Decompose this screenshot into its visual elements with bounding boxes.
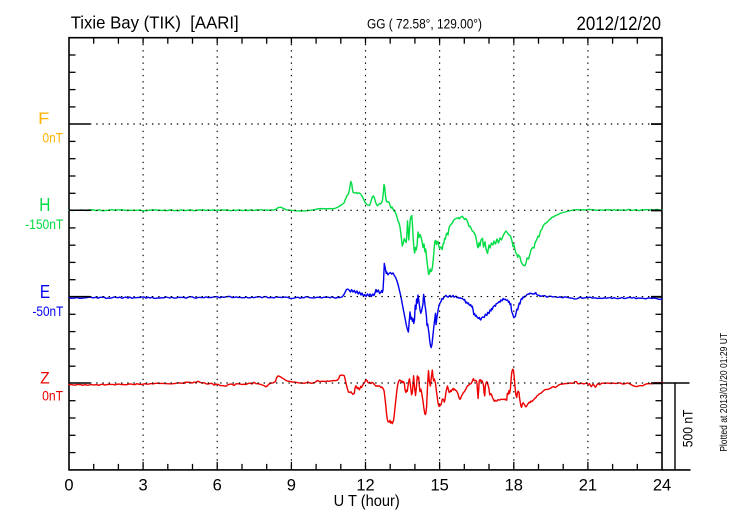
svg-text:Z: Z [40,369,50,388]
svg-text:U T (hour): U T (hour) [334,493,400,510]
svg-text:6: 6 [213,476,222,494]
svg-text:-150nT: -150nT [25,216,64,232]
svg-text:2012/12/20: 2012/12/20 [577,14,662,35]
svg-text:H: H [39,195,50,215]
svg-text:0: 0 [64,476,73,494]
svg-text:0nT: 0nT [42,389,63,404]
svg-text:500 nT: 500 nT [680,409,696,447]
svg-text:18: 18 [505,476,523,494]
svg-text:3: 3 [139,476,148,494]
svg-text:GG ( 72.58°, 129.00°): GG ( 72.58°, 129.00°) [367,16,482,31]
svg-text:-50nT: -50nT [33,303,64,319]
svg-text:Tixie Bay (TIK) [AARI]: Tixie Bay (TIK) [AARI] [71,12,239,32]
svg-text:E: E [40,282,50,302]
svg-text:12: 12 [356,476,374,494]
svg-text:24: 24 [653,476,671,494]
svg-text:F: F [38,109,49,128]
svg-text:21: 21 [579,476,597,494]
svg-text:9: 9 [287,476,296,494]
svg-text:Plotted at 2013/01/20 01:29 UT: Plotted at 2013/01/20 01:29 UT [718,332,730,451]
svg-text:0nT: 0nT [43,131,63,146]
svg-text:15: 15 [430,476,448,494]
